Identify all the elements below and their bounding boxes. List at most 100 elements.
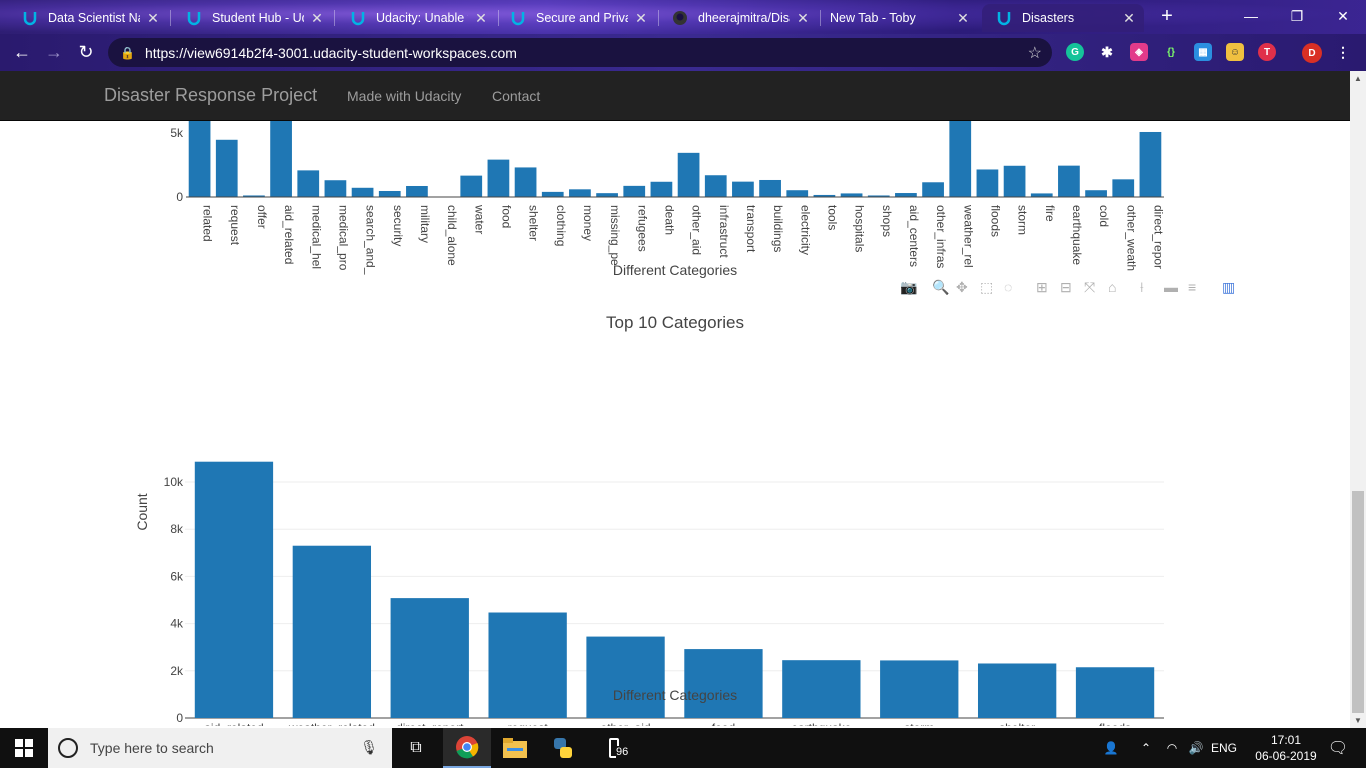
wifi-icon[interactable]: ◠ xyxy=(1166,741,1178,755)
zoom-out-icon[interactable]: ⊟ xyxy=(1060,279,1072,295)
bar-other_infras[interactable] xyxy=(922,182,944,197)
bar-earthquake[interactable] xyxy=(782,660,861,718)
bar-offer[interactable] xyxy=(243,195,265,197)
file-explorer-icon[interactable] xyxy=(491,728,539,768)
zoom-icon[interactable]: 🔍 xyxy=(932,279,950,295)
hover-compare-icon[interactable]: ≡ xyxy=(1188,279,1197,295)
json-icon[interactable]: {} xyxy=(1167,46,1175,58)
scroll-down-arrow[interactable]: ▼ xyxy=(1354,716,1362,725)
bar-infrastruct[interactable] xyxy=(704,175,727,197)
reset-axes-icon[interactable]: ⌂ xyxy=(1108,279,1117,295)
emoji-icon[interactable]: ☺ xyxy=(1226,43,1244,61)
bar-food[interactable] xyxy=(684,649,763,718)
close-icon[interactable]: ✕ xyxy=(475,9,487,26)
bar-clothing[interactable] xyxy=(541,191,564,197)
tab-7-active[interactable]: Disasters ✕ xyxy=(982,4,1144,32)
bar-aid_centers[interactable] xyxy=(895,193,917,197)
nav-link-made-with-udacity[interactable]: Made with Udacity xyxy=(347,88,462,104)
spike-lines-icon[interactable]: ⟊ xyxy=(1140,279,1144,295)
lasso-icon[interactable]: ◌ xyxy=(1004,279,1013,295)
bar-shelter[interactable] xyxy=(514,167,537,197)
bar-weather_rel[interactable] xyxy=(949,103,972,197)
bar-search_and_[interactable] xyxy=(351,187,374,197)
hover-closest-icon[interactable]: ▬ xyxy=(1164,279,1178,295)
scroll-up-arrow[interactable]: ▲ xyxy=(1354,74,1362,83)
notification-icon[interactable]: 🗨 xyxy=(1327,740,1349,757)
clock[interactable]: 17:01 06-06-2019 xyxy=(1244,728,1328,768)
bar-missing_pe[interactable] xyxy=(596,193,618,197)
bar-other_aid[interactable] xyxy=(586,636,665,718)
new-tab-button[interactable]: + xyxy=(1161,4,1173,27)
task-view-icon[interactable]: ⧉ xyxy=(410,739,422,756)
bar-refugees[interactable] xyxy=(623,185,646,197)
camera-icon[interactable]: 📷 xyxy=(900,279,918,295)
profile-avatar[interactable]: D xyxy=(1302,43,1322,63)
window-icon[interactable]: ▦ xyxy=(1194,43,1212,61)
reload-button[interactable]: ↻ xyxy=(78,42,94,62)
puzzle-icon[interactable]: ✱ xyxy=(1101,43,1113,60)
bar-shops[interactable] xyxy=(867,195,890,197)
bar-money[interactable] xyxy=(569,189,591,197)
bar-cold[interactable] xyxy=(1085,190,1107,197)
chrome-taskbar-icon[interactable] xyxy=(443,728,491,768)
close-icon[interactable]: ✕ xyxy=(1123,9,1135,26)
bar-direct_report[interactable] xyxy=(390,598,469,718)
bar-other_aid[interactable] xyxy=(677,152,700,197)
tab-6[interactable]: New Tab - Toby ✕ xyxy=(818,4,978,32)
bar-floods[interactable] xyxy=(976,169,999,197)
close-window-button[interactable]: ✕ xyxy=(1337,7,1349,24)
language-indicator[interactable]: ENG xyxy=(1210,741,1237,755)
bar-floods[interactable] xyxy=(1075,667,1155,718)
chevron-up-icon[interactable]: ⌃ xyxy=(1140,741,1152,755)
autoscale-icon[interactable]: ⤧ xyxy=(1084,279,1096,295)
bar-storm[interactable] xyxy=(880,660,959,718)
forward-button[interactable]: → xyxy=(45,42,63,62)
minimize-button[interactable]: — xyxy=(1244,8,1258,24)
page-scrollbar[interactable]: ▲ ▼ xyxy=(1350,71,1366,728)
box-select-icon[interactable]: ⬚ xyxy=(980,279,994,295)
bar-shelter[interactable] xyxy=(977,663,1057,718)
bar-weather_related[interactable] xyxy=(292,545,372,718)
people-icon[interactable]: 👤 xyxy=(1103,741,1119,755)
bar-earthquake[interactable] xyxy=(1058,165,1080,197)
bar-electricity[interactable] xyxy=(786,190,809,197)
bar-death[interactable] xyxy=(650,181,673,197)
close-icon[interactable]: ✕ xyxy=(311,9,323,26)
tab-4[interactable]: Secure and Private ✕ xyxy=(496,4,656,32)
bar-food[interactable] xyxy=(487,159,510,197)
bar-medical_pro[interactable] xyxy=(324,180,347,197)
bar-storm[interactable] xyxy=(1003,165,1026,197)
address-bar[interactable]: 🔒 https://view6914b2f4-3001.udacity-stud… xyxy=(108,38,1052,67)
bar-aid_related[interactable] xyxy=(194,461,274,718)
toby-icon[interactable]: T xyxy=(1258,43,1276,61)
bar-medical_hel[interactable] xyxy=(297,170,320,197)
bar-request[interactable] xyxy=(488,612,567,718)
bar-request[interactable] xyxy=(215,139,238,197)
battery-app-icon[interactable]: 96 xyxy=(590,728,638,768)
bookmark-star-icon[interactable]: ☆ xyxy=(1027,45,1042,62)
taskbar-search-box[interactable]: Type here to search 🎙 xyxy=(48,728,392,768)
back-button[interactable]: ← xyxy=(13,42,31,62)
volume-icon[interactable]: 🔊 xyxy=(1188,741,1204,755)
bar-buildings[interactable] xyxy=(759,179,781,197)
navbar-brand[interactable]: Disaster Response Project xyxy=(104,85,318,105)
scrollbar-thumb[interactable] xyxy=(1352,491,1364,713)
close-icon[interactable]: ✕ xyxy=(797,9,809,26)
shield-icon[interactable]: ◈ xyxy=(1130,43,1148,61)
pan-icon[interactable]: ✥ xyxy=(956,279,968,295)
zoom-in-icon[interactable]: ⊞ xyxy=(1036,279,1048,295)
plotly-logo-icon[interactable]: ▥ xyxy=(1222,279,1236,295)
bar-fire[interactable] xyxy=(1030,193,1053,197)
tab-3[interactable]: Udacity: Unable to ✕ xyxy=(336,4,496,32)
bar-hospitals[interactable] xyxy=(840,193,863,197)
tab-5[interactable]: dheerajmitra/Disas ✕ xyxy=(658,4,818,32)
bar-tools[interactable] xyxy=(813,194,836,197)
nav-link-contact[interactable]: Contact xyxy=(492,88,541,104)
tab-2[interactable]: Student Hub - Uda ✕ xyxy=(172,4,332,32)
bar-water[interactable] xyxy=(460,175,483,197)
close-icon[interactable]: ✕ xyxy=(147,9,159,26)
microphone-icon[interactable]: 🎙 xyxy=(360,739,378,755)
bar-other_weath[interactable] xyxy=(1112,179,1135,197)
bar-military[interactable] xyxy=(406,185,428,197)
restore-button[interactable]: ❐ xyxy=(1290,7,1304,24)
